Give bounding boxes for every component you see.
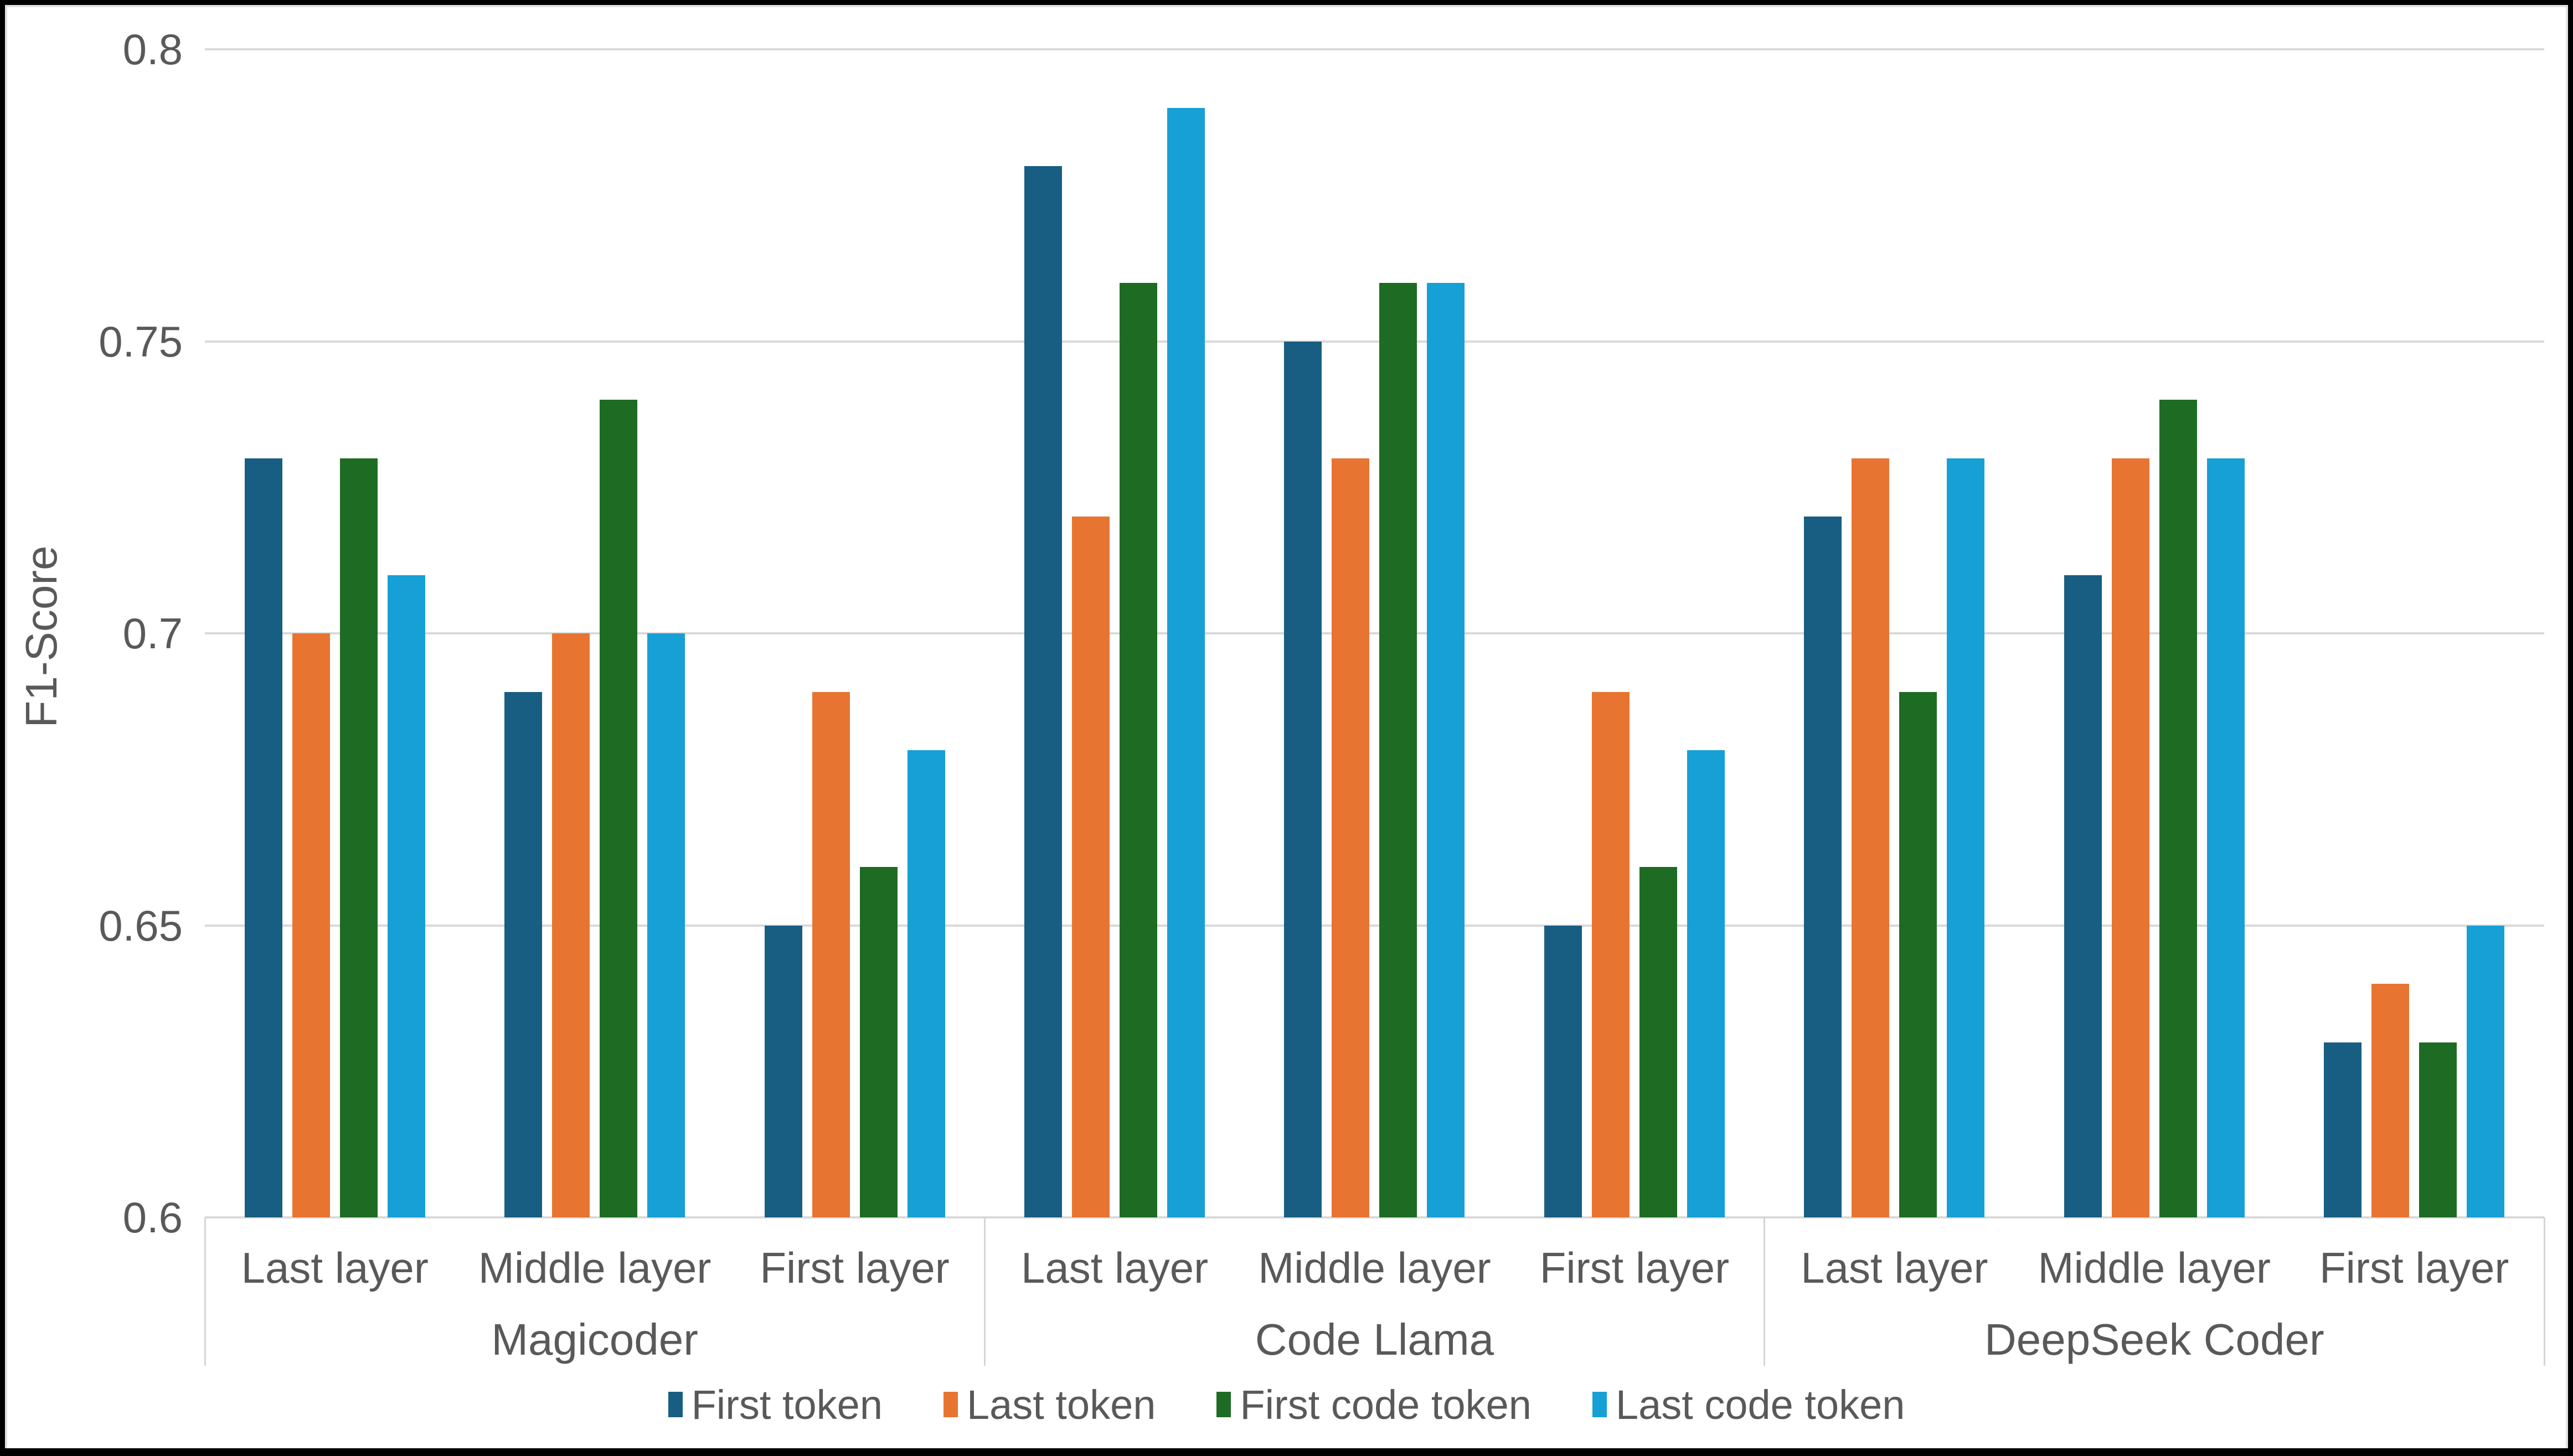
bar-last-token: [812, 691, 850, 1217]
bar-group-deepseek-coder-first-layer: [2285, 49, 2544, 1217]
bar-group-code-llama-first-layer: [1504, 49, 1764, 1217]
bar-last-code-token: [2467, 925, 2505, 1217]
bar-first-token: [1024, 166, 1063, 1217]
bar-first-code-token: [1379, 283, 1417, 1217]
x-tick-label-layer: Last layer: [241, 1243, 429, 1292]
bar-first-token: [1804, 517, 1842, 1217]
x-tick-label-model: Magicoder: [491, 1315, 698, 1364]
x-tick-label-layer: First layer: [760, 1243, 950, 1292]
bar-last-token: [2111, 458, 2149, 1217]
x-tick-label-layer: Middle layer: [1258, 1243, 1491, 1292]
x-axis-model-labels: Magicoder Code Llama DeepSeek Coder: [205, 1308, 2544, 1371]
bar-first-code-token: [1120, 283, 1158, 1217]
bar-last-code-token: [1427, 283, 1465, 1217]
bar-last-code-token: [1167, 107, 1205, 1217]
legend: First token Last token First code token Las…: [0, 1377, 2573, 1432]
legend-item-last-token: Last token: [943, 1381, 1156, 1428]
legend-item-first-token: First token: [668, 1381, 883, 1428]
bar-last-token: [1072, 517, 1110, 1217]
bar-first-token: [1544, 925, 1582, 1217]
bar-group-deepseek-coder-middle-layer: [2024, 49, 2284, 1217]
bar-last-token: [1332, 458, 1370, 1217]
bar-last-code-token: [2206, 458, 2245, 1217]
bar-first-code-token: [859, 867, 898, 1217]
bar-first-code-token: [2419, 1042, 2457, 1217]
x-axis-layer-labels: Last layer Middle layer First layer Last la…: [205, 1233, 2544, 1303]
y-tick-label: 0.6: [122, 1193, 183, 1242]
category-separator: [1764, 1217, 1766, 1366]
legend-swatch-icon: [943, 1392, 958, 1417]
legend-label: First token: [691, 1381, 883, 1428]
bar-last-code-token: [907, 750, 945, 1217]
gridline-y-0.7: [205, 632, 2544, 634]
bar-first-token: [2324, 1042, 2362, 1217]
legend-item-first-code-token: First code token: [1216, 1381, 1532, 1428]
bar-last-token: [2371, 984, 2410, 1217]
y-tick-label: 0.7: [122, 609, 183, 658]
y-tick-label: 0.8: [122, 25, 183, 74]
bar-last-code-token: [1687, 750, 1725, 1217]
bar-group-magicoder-last-layer: [205, 49, 465, 1217]
legend-label: Last token: [967, 1381, 1156, 1428]
y-tick-label: 0.65: [99, 901, 183, 950]
legend-swatch-icon: [668, 1392, 683, 1417]
bar-first-code-token: [1639, 867, 1677, 1217]
legend-label: Last code token: [1615, 1381, 1905, 1428]
bar-last-token: [1591, 691, 1630, 1217]
bar-last-code-token: [387, 575, 425, 1217]
x-tick-label-layer: Middle layer: [478, 1243, 711, 1292]
bar-group-magicoder-first-layer: [725, 49, 984, 1217]
x-tick-label-layer: Last layer: [1020, 1243, 1209, 1292]
bar-first-token: [504, 691, 543, 1217]
bar-first-code-token: [600, 400, 638, 1217]
gridline-y-0.8: [205, 48, 2544, 50]
bar-first-code-token: [339, 458, 378, 1217]
bar-last-code-token: [1947, 458, 1985, 1217]
bar-group-code-llama-last-layer: [984, 49, 1244, 1217]
plot-area: [205, 48, 2544, 1219]
bar-first-token: [2064, 575, 2102, 1217]
category-separator: [204, 1217, 206, 1366]
category-separator: [2543, 1217, 2545, 1366]
bar-first-token: [764, 925, 802, 1217]
x-tick-label-layer: First layer: [1539, 1243, 1730, 1292]
bar-first-code-token: [1899, 691, 1937, 1217]
bar-last-code-token: [647, 633, 685, 1217]
gridline-y-0.65: [205, 924, 2544, 927]
x-tick-label-layer: First layer: [2319, 1243, 2509, 1292]
legend-label: First code token: [1240, 1381, 1532, 1428]
x-tick-label-layer: Last layer: [1801, 1243, 1988, 1292]
legend-item-last-code-token: Last code token: [1592, 1381, 1905, 1428]
x-tick-label-layer: Middle layer: [2038, 1243, 2271, 1292]
bar-last-token: [292, 633, 330, 1217]
bar-first-token: [1284, 341, 1322, 1217]
legend-swatch-icon: [1216, 1392, 1231, 1417]
bar-first-code-token: [2159, 400, 2197, 1217]
bar-group-magicoder-middle-layer: [465, 49, 724, 1217]
gridline-y-0.75: [205, 340, 2544, 343]
x-tick-label-model: Code Llama: [1255, 1315, 1494, 1364]
x-tick-label-model: DeepSeek Coder: [1984, 1315, 2324, 1364]
bars-container: [205, 49, 2544, 1217]
bar-last-token: [552, 633, 590, 1217]
bar-group-deepseek-coder-last-layer: [1765, 49, 2024, 1217]
bar-first-token: [244, 458, 282, 1217]
bar-group-code-llama-middle-layer: [1245, 49, 1504, 1217]
y-tick-label: 0.75: [99, 317, 183, 366]
category-separator: [983, 1217, 986, 1366]
gridline-y-0.6: [205, 1216, 2544, 1219]
bar-last-token: [1852, 458, 1890, 1217]
legend-swatch-icon: [1592, 1392, 1607, 1417]
